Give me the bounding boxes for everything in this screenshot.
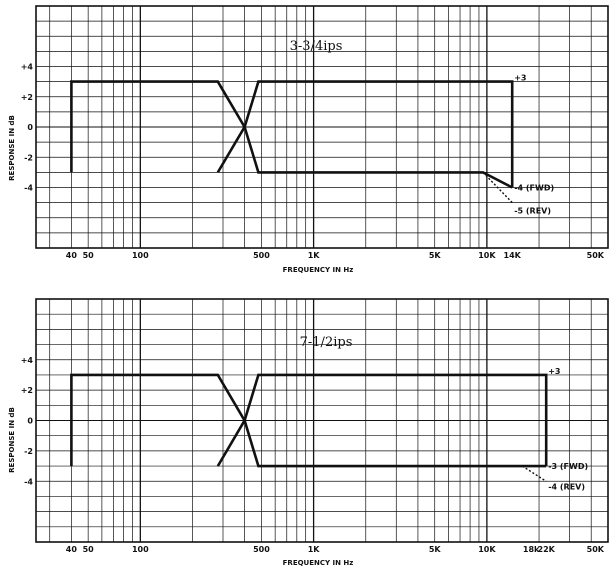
annotation-label: +3 <box>548 367 560 376</box>
x-tick-label: 50K <box>587 251 605 260</box>
x-tick-label: 18k <box>523 545 540 554</box>
y-axis-label: RESPONSE IN dB <box>8 115 16 181</box>
x-tick-label: 14K <box>504 251 522 260</box>
x-tick-label: 40 <box>66 251 78 260</box>
annotation-label: +3 <box>514 74 526 83</box>
x-tick-label: 50K <box>587 545 605 554</box>
y-tick-label: 0 <box>27 417 33 426</box>
x-tick-label: 1K <box>308 251 321 260</box>
x-tick-label: 10K <box>478 545 496 554</box>
x-tick-label: 5K <box>429 251 442 260</box>
y-axis-label: RESPONSE IN dB <box>8 407 16 473</box>
x-axis-label: FREQUENCY IN Hz <box>283 266 354 274</box>
x-tick-label: 22K <box>538 545 556 554</box>
y-tick-label: -2 <box>24 447 33 456</box>
chart-7-1-2ips: FREQUENCY IN Hz RESPONSE IN dB +4 +2 0 -2 -4… <box>8 298 609 567</box>
x-tick-label: 500 <box>253 251 270 260</box>
x-tick-label: 40 <box>66 545 78 554</box>
chart-title: 7-1/2ips <box>300 335 353 350</box>
y-tick-label: +2 <box>21 93 33 102</box>
x-tick-label: 50 <box>83 251 95 260</box>
annotation-label: -4 (FWD) <box>514 184 554 193</box>
chart-title: 3-3/4ips <box>290 39 343 54</box>
response-line-reverse <box>521 465 547 482</box>
response-line-reverse <box>482 171 513 204</box>
y-tick-label: +4 <box>21 356 34 365</box>
y-tick-label: 0 <box>27 123 33 132</box>
x-tick-label: 500 <box>253 545 270 554</box>
annotation-label: -5 (REV) <box>514 207 551 216</box>
y-tick-label: -2 <box>24 153 33 162</box>
annotation-label: -3 (FWD) <box>548 462 588 471</box>
y-tick-label: -4 <box>24 477 33 486</box>
response-envelope-line <box>216 417 547 468</box>
annotation-label: -4 (REV) <box>548 482 585 491</box>
x-tick-label: 100 <box>132 545 149 554</box>
x-tick-label: 5K <box>429 545 442 554</box>
x-tick-label: 1K <box>308 545 321 554</box>
y-tick-label: +2 <box>21 386 33 395</box>
x-tick-label: 10K <box>478 251 496 260</box>
x-axis-label: FREQUENCY IN Hz <box>283 559 354 567</box>
x-tick-label: 100 <box>132 251 149 260</box>
y-tick-label: +4 <box>21 63 34 72</box>
y-tick-label: -4 <box>24 184 33 193</box>
response-envelope-line <box>216 123 513 189</box>
chart-3-3-4ips: FREQUENCY IN Hz RESPONSE IN dB +4 +2 0 -2 -4… <box>8 5 609 274</box>
x-tick-label: 50 <box>83 545 95 554</box>
